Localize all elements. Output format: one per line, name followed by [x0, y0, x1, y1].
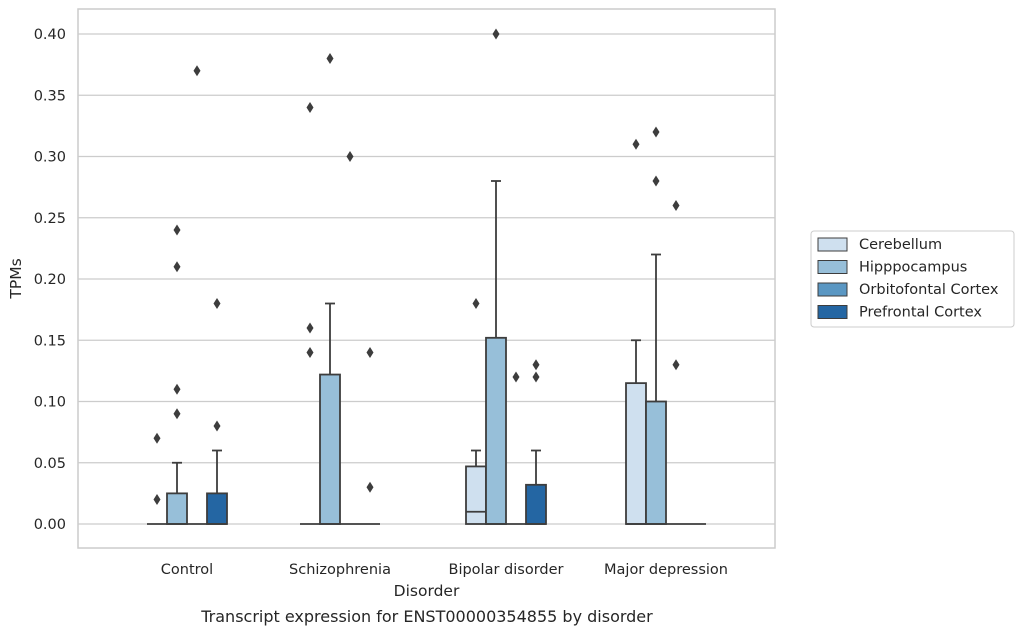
outlier-point [492, 28, 500, 40]
legend-label: Cerebellum [859, 237, 942, 253]
outlier-point [672, 200, 680, 211]
box [485, 336, 507, 525]
box-group [147, 432, 167, 525]
y-axis-label: TPMs [7, 258, 25, 299]
y-tick-label: 0.40 [34, 27, 66, 43]
outlier-point [193, 65, 201, 77]
outlier-point [652, 126, 660, 138]
legend-swatch [817, 305, 848, 319]
y-tick-label: 0.15 [34, 333, 66, 349]
outlier-point [346, 151, 354, 162]
box-group [485, 28, 507, 525]
outlier-point [173, 408, 181, 420]
box [465, 465, 487, 525]
legend-frame [810, 230, 1015, 328]
outlier-point [532, 371, 540, 383]
legend-swatch [817, 282, 848, 297]
grid-lines [78, 33, 775, 525]
outlier-point [652, 175, 660, 187]
box-group [300, 102, 320, 525]
outlier-point [672, 359, 680, 371]
legend: Cerebellum Hipppocampus Orbitofontal Corte… [810, 230, 1015, 328]
outlier-point [173, 261, 181, 273]
box-group [360, 347, 380, 525]
box-group [666, 200, 686, 525]
x-tick-label: Bipolar disorder [449, 562, 564, 578]
box-group [206, 298, 228, 525]
outlier-point [632, 138, 640, 150]
figure-caption: Transcript expression for ENST0000035485… [200, 607, 653, 626]
box-group [525, 359, 547, 525]
box-group [625, 138, 647, 525]
outlier-point [153, 494, 161, 505]
y-tick-label: 0.25 [34, 211, 66, 227]
outlier-point [306, 347, 314, 358]
legend-swatch [817, 237, 848, 252]
box-group [465, 298, 487, 525]
box [319, 373, 341, 525]
y-tick-label: 0.10 [34, 395, 66, 411]
box [645, 400, 667, 525]
box-group [506, 371, 526, 525]
legend-swatch [817, 260, 848, 274]
box [525, 483, 547, 525]
outlier-point [153, 432, 161, 444]
x-tick-labels: Control Schizophrenia Bipolar disorder Majo… [161, 562, 728, 578]
box [206, 492, 228, 525]
x-tick-label: Major depression [604, 562, 728, 578]
box-group [166, 224, 188, 525]
box [625, 382, 647, 525]
plot-area-frame [77, 8, 776, 549]
boxes [147, 28, 706, 525]
y-tick-labels: 0.00 0.05 0.10 0.15 0.20 0.25 0.30 0.35 0.40 [34, 27, 66, 533]
box [166, 492, 188, 525]
outlier-point [366, 347, 374, 358]
box-group [187, 65, 207, 525]
box-group [645, 126, 667, 525]
y-tick-label: 0.30 [34, 150, 66, 166]
outlier-point [326, 53, 334, 64]
x-tick-label: Schizophrenia [289, 562, 391, 578]
y-tick-label: 0.05 [34, 456, 66, 472]
x-axis-label: Disorder [394, 582, 460, 600]
y-tick-label: 0.00 [34, 517, 66, 533]
outlier-point [306, 322, 314, 334]
legend-label: Prefrontal Cortex [859, 305, 982, 321]
outlier-point [306, 102, 314, 113]
outlier-point [213, 420, 221, 432]
legend-label: Orbitofontal Cortex [859, 282, 999, 298]
x-tick-label: Control [161, 562, 213, 578]
outlier-point [512, 371, 520, 383]
y-tick-label: 0.20 [34, 272, 66, 288]
box-group [340, 151, 360, 525]
box-group [319, 53, 341, 525]
outlier-point [173, 224, 181, 236]
legend-label: Hipppocampus [859, 260, 967, 276]
outlier-point [366, 481, 374, 493]
outlier-point [532, 359, 540, 371]
y-tick-label: 0.35 [34, 88, 66, 104]
outlier-point [472, 298, 480, 309]
outlier-point [213, 298, 221, 309]
outlier-point [173, 383, 181, 395]
